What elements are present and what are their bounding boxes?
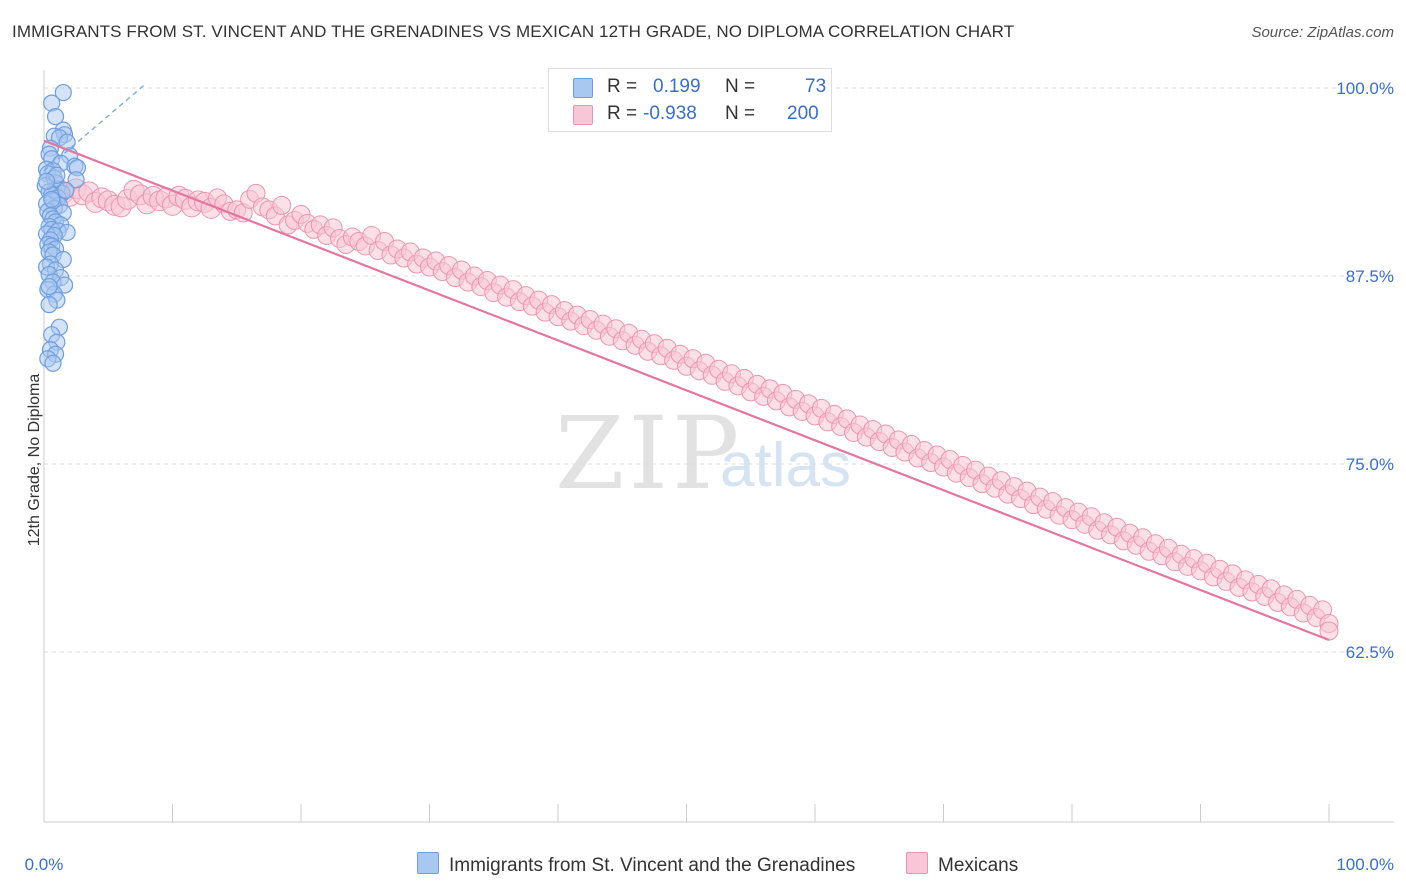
immigrants-point <box>37 172 56 190</box>
legend-r-label: R = <box>607 103 638 124</box>
bottom-legend-immigrants: Immigrants from St. Vincent and the Gren… <box>417 852 855 877</box>
chart-title: IMMIGRANTS FROM ST. VINCENT AND THE GREN… <box>12 22 1015 41</box>
legend-swatch-pink <box>573 105 593 125</box>
legend-r-label: R = <box>607 76 638 97</box>
legend-n-value: 73 <box>805 76 827 97</box>
legend-r-value: -0.938 <box>643 103 697 124</box>
y-tick-label: 87.5% <box>1346 267 1394 286</box>
mexicans-trend-line <box>43 139 1330 642</box>
immigrants-point <box>46 108 65 126</box>
immigrants-trend-line <box>43 84 145 172</box>
mexicans-point <box>272 195 292 215</box>
immigrants-point <box>67 171 85 189</box>
y-tick-label: 100.0% <box>1336 79 1394 98</box>
bottom-legend-mexicans: Mexicans <box>906 852 1018 877</box>
immigrants-point <box>40 296 58 314</box>
x-tick-label-min: 0.0% <box>25 855 64 874</box>
watermark-atlas: atlas <box>720 431 851 500</box>
y-axis-label: 12th Grade, No Diploma <box>26 373 43 547</box>
bottom-legend-swatch-blue <box>417 852 439 874</box>
bottom-legend-label: Immigrants from St. Vincent and the Gren… <box>449 855 856 876</box>
legend-r-value: 0.199 <box>653 76 701 97</box>
immigrants-point <box>40 277 58 296</box>
y-tick-label: 62.5% <box>1346 643 1394 662</box>
watermark-zip: ZIP <box>555 395 744 512</box>
legend-n-value: 200 <box>787 103 819 124</box>
immigrants-point <box>44 354 62 372</box>
immigrants-point <box>43 190 61 208</box>
legend-n-label: N = <box>725 76 756 97</box>
y-tick-label: 75.0% <box>1346 455 1394 474</box>
bottom-legend-swatch-pink <box>906 852 928 874</box>
x-tick-label-max: 100.0% <box>1336 855 1394 874</box>
immigrants-point <box>54 83 72 102</box>
immigrants-point <box>57 181 75 199</box>
bottom-legend-label: Mexicans <box>938 855 1019 876</box>
legend-swatch-blue <box>573 78 593 98</box>
chart-source: Source: ZipAtlas.com <box>1251 24 1394 41</box>
correlation-legend: R = 0.199 N = 73 R = -0.938 N = 200 <box>548 68 832 132</box>
legend-n-label: N = <box>725 103 756 124</box>
